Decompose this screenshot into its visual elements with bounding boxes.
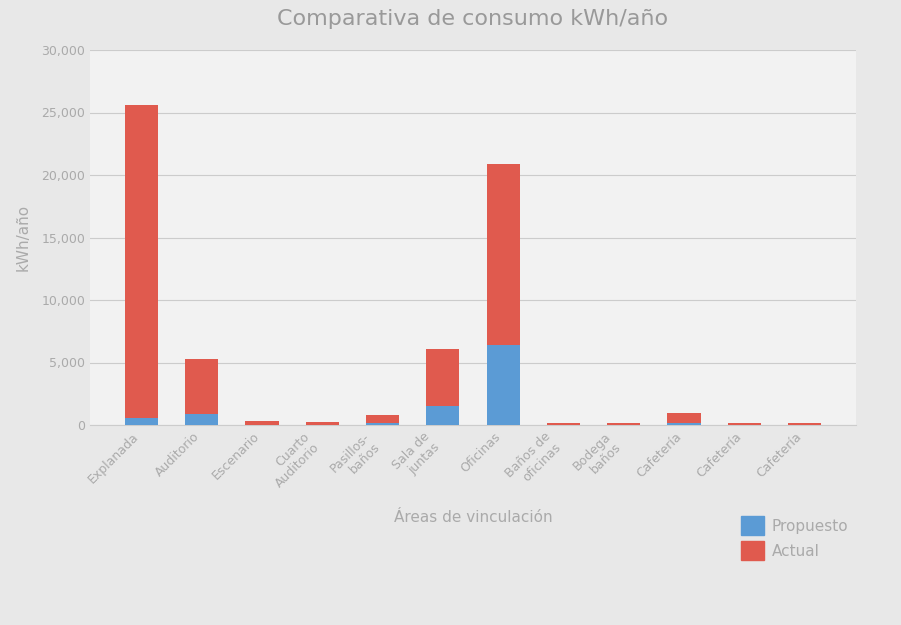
X-axis label: Áreas de vinculación: Áreas de vinculación <box>394 510 552 525</box>
Y-axis label: kWh/año: kWh/año <box>15 204 31 271</box>
Bar <box>426 349 460 406</box>
Bar <box>607 423 641 425</box>
Bar <box>186 414 218 425</box>
Bar <box>366 415 399 422</box>
Bar <box>125 418 158 425</box>
Bar <box>426 406 460 425</box>
Bar <box>487 164 520 345</box>
Bar <box>245 421 278 425</box>
Bar <box>487 345 520 425</box>
Bar <box>788 422 821 425</box>
Bar <box>728 422 760 425</box>
Bar <box>547 422 580 425</box>
Bar <box>186 359 218 414</box>
Bar <box>366 422 399 425</box>
Bar <box>668 412 701 422</box>
Bar <box>125 105 158 418</box>
Title: Comparativa de consumo kWh/año: Comparativa de consumo kWh/año <box>278 9 669 29</box>
Legend: Propuesto, Actual: Propuesto, Actual <box>742 516 849 560</box>
Bar <box>305 422 339 425</box>
Bar <box>668 422 701 425</box>
